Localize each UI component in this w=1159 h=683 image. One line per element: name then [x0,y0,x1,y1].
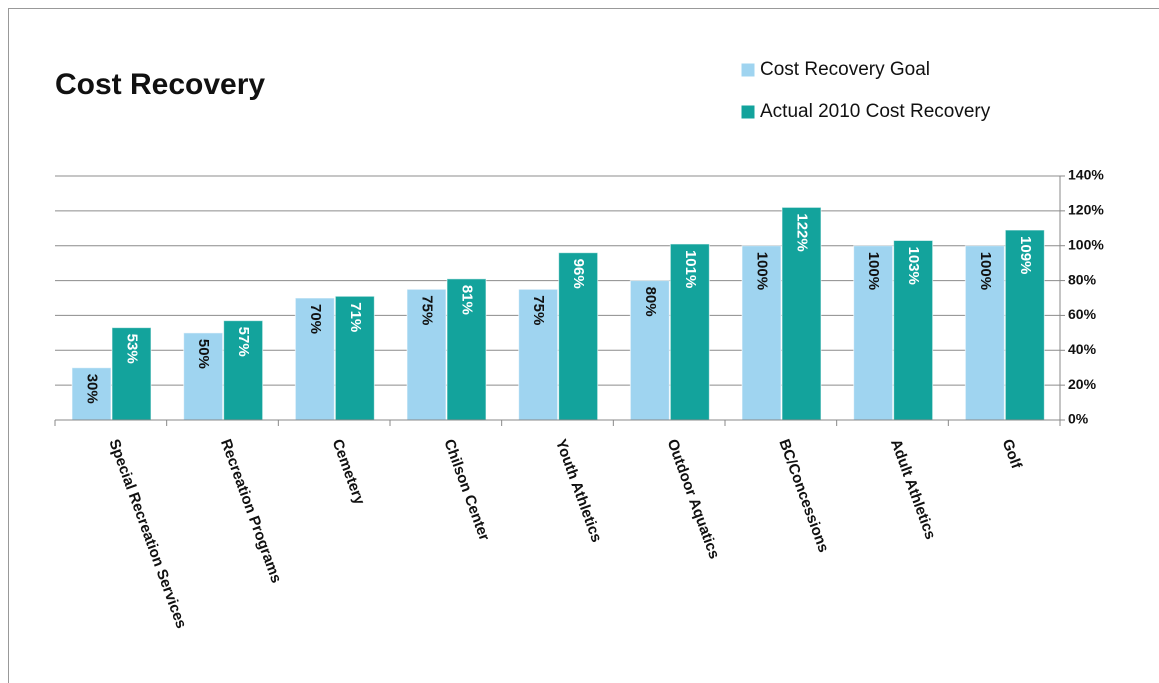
data-label: 96% [570,259,587,289]
data-label: 109% [1017,236,1034,274]
y-tick-label: 20% [1068,376,1097,392]
data-label: 100% [754,252,771,290]
y-tick-label: 0% [1068,411,1089,427]
data-label: 75% [419,295,436,325]
bar [853,245,894,421]
chart-title: Cost Recovery [55,68,265,101]
bar [406,288,447,421]
data-label: 101% [682,250,699,288]
legend-label: Actual 2010 Cost Recovery [760,101,991,122]
data-label: 103% [905,246,922,284]
legend-swatch [740,104,756,120]
bar [111,327,152,421]
bar [741,245,782,421]
data-label: 70% [307,304,324,334]
bar [558,252,599,421]
bar [781,206,822,421]
legend-swatch [740,62,756,78]
y-tick-label: 60% [1068,306,1097,322]
data-label: 80% [642,287,659,317]
bar [964,245,1005,421]
data-label: 30% [84,374,101,404]
data-label: 71% [347,302,364,332]
bar [669,243,710,421]
bar [334,295,375,421]
data-label: 57% [235,327,252,357]
y-tick-label: 80% [1068,271,1097,287]
data-label: 75% [530,295,547,325]
y-tick-label: 100% [1068,236,1104,252]
data-label: 100% [865,252,882,290]
bar [446,278,487,421]
data-label: 81% [459,285,476,315]
data-label: 100% [977,252,994,290]
bar [518,288,559,421]
data-label: 122% [794,213,811,251]
legend-label: Cost Recovery Goal [760,59,930,80]
bar [223,320,264,421]
data-label: 50% [195,339,212,369]
y-tick-label: 120% [1068,202,1104,218]
bar [629,280,670,421]
y-tick-label: 40% [1068,341,1097,357]
bar [294,297,335,421]
y-tick-label: 140% [1068,167,1104,183]
bar [893,239,934,421]
bar [183,332,224,421]
bar [1004,229,1045,421]
data-label: 53% [124,334,141,364]
